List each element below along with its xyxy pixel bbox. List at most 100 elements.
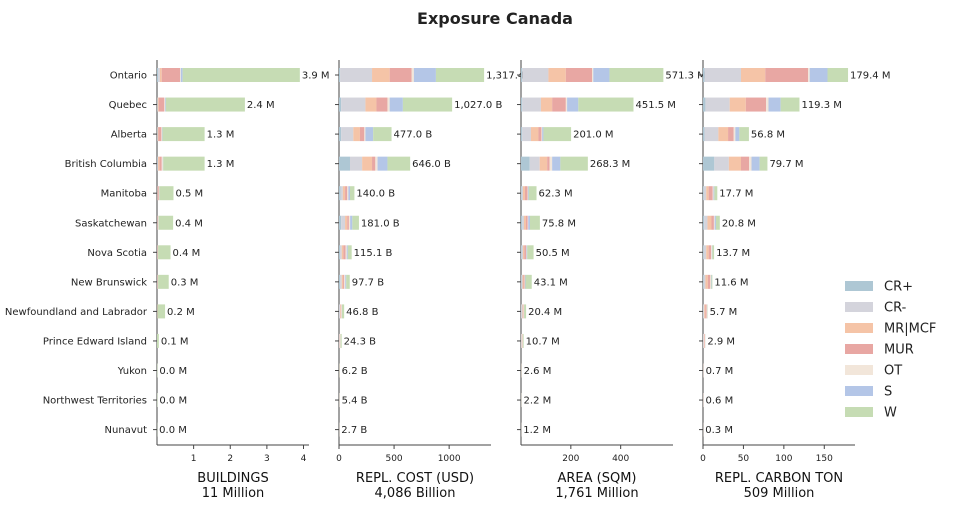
bar-segment-ot bbox=[749, 156, 752, 171]
bar-segment-mr-mcf bbox=[372, 68, 390, 82]
bar-segment-cr bbox=[521, 333, 522, 348]
bar-segment-cr bbox=[339, 333, 340, 348]
bar-segment-s bbox=[768, 97, 781, 112]
panel-repl-carbon: 0 50 100 150 179.4 M 119.3 M 56.8 M 79.7 M 17.7 … bbox=[699, 60, 890, 501]
bar-total-label: 5.7 M bbox=[710, 307, 738, 318]
bar-segment-mur bbox=[705, 304, 707, 319]
x-axis-label: BUILDINGS bbox=[197, 471, 268, 486]
x-axis-label: REPL. CARBON TON bbox=[715, 471, 843, 486]
bar-segment-s bbox=[346, 245, 348, 260]
bar-segment-mr-mcf bbox=[157, 127, 159, 142]
category-label: Nova Scotia bbox=[87, 248, 147, 259]
bar-segment-s bbox=[348, 186, 351, 201]
bar-segment-w bbox=[157, 333, 159, 348]
bar-total-label: 24.3 B bbox=[344, 336, 376, 347]
bar-segment-mr-mcf bbox=[341, 245, 344, 260]
bar-total-label: 17.7 M bbox=[719, 189, 753, 200]
legend-label: W bbox=[884, 406, 897, 421]
bar-segment-w bbox=[543, 127, 572, 142]
bar-total-label: 0.6 M bbox=[705, 396, 733, 407]
bar-segment-w bbox=[528, 186, 537, 201]
bar-segment-cr bbox=[341, 97, 366, 112]
bar-segment-crplus bbox=[521, 156, 530, 171]
bar-segment-ot bbox=[549, 156, 553, 171]
bar-total-label: 0.0 M bbox=[159, 366, 187, 377]
bar-total-label: 2.2 M bbox=[524, 396, 552, 407]
bar-segment-w bbox=[352, 215, 359, 230]
bar-segment-s bbox=[528, 215, 530, 230]
bar-segment-w bbox=[714, 186, 718, 201]
bar-segment-s bbox=[809, 68, 828, 82]
bar-segment-crplus bbox=[521, 97, 523, 112]
bar-segment-crplus bbox=[339, 68, 341, 82]
bar-segment-w bbox=[712, 245, 715, 260]
bar-segment-mur bbox=[565, 68, 593, 82]
bar-segment-mr-mcf bbox=[728, 156, 741, 171]
bar-total-label: 1,317.4 B bbox=[486, 71, 534, 82]
x-tick-label: 4 bbox=[301, 454, 307, 464]
bar-segment-cr bbox=[158, 68, 160, 82]
bar-total-label: 646.0 B bbox=[412, 159, 451, 170]
legend-swatch bbox=[845, 281, 873, 291]
legend-swatch bbox=[845, 386, 873, 396]
bar-segment-cr bbox=[341, 127, 354, 142]
bar-segment-cr bbox=[714, 156, 729, 171]
bar-segment-mr-mcf bbox=[522, 186, 525, 201]
bar-segment-ot bbox=[387, 97, 390, 112]
bar-segment-mur bbox=[728, 127, 734, 142]
x-tick-label: 200 bbox=[562, 454, 579, 464]
legend-swatch bbox=[845, 302, 873, 312]
bar-segment-mr-mcf bbox=[159, 68, 162, 82]
bar-segment-w bbox=[525, 274, 532, 289]
bar-segment-cr bbox=[340, 245, 342, 260]
x-tick-label: 1 bbox=[191, 454, 197, 464]
bar-segment-w bbox=[524, 304, 527, 319]
bar-segment-cr bbox=[529, 156, 540, 171]
bar-segment-ot bbox=[341, 304, 342, 319]
bar-segment-mur bbox=[157, 186, 159, 201]
x-axis-total: 11 Million bbox=[202, 486, 265, 501]
bar-segment-cr bbox=[703, 245, 707, 260]
bar-total-label: 11.6 M bbox=[714, 277, 748, 288]
category-label: Prince Edward Island bbox=[43, 336, 147, 347]
bar-total-label: 10.7 M bbox=[526, 336, 560, 347]
x-axis-total: 1,761 Million bbox=[555, 486, 638, 501]
x-tick-label: 0 bbox=[336, 454, 342, 464]
bar-total-label: 0.3 M bbox=[171, 277, 199, 288]
bar-segment-mur bbox=[708, 245, 712, 260]
bar-segment-w bbox=[340, 333, 342, 348]
bar-segment-mur bbox=[711, 215, 714, 230]
bar-segment-mur bbox=[345, 186, 348, 201]
bar-segment-mur bbox=[159, 156, 162, 171]
bar-segment-cr bbox=[340, 274, 342, 289]
bar-segment-mur bbox=[359, 127, 365, 142]
bar-segment-w bbox=[158, 274, 169, 289]
bar-segment-mur bbox=[340, 304, 342, 319]
bar-total-label: 62.3 M bbox=[539, 189, 573, 200]
bar-segment-mur bbox=[376, 97, 388, 112]
bar-segment-w bbox=[158, 215, 174, 230]
bar-segment-w bbox=[387, 156, 411, 171]
bar-total-label: 115.1 B bbox=[354, 248, 393, 259]
bar-segment-ot bbox=[411, 68, 414, 82]
legend-label: MUR bbox=[884, 343, 914, 358]
bar-segment-cr bbox=[703, 274, 706, 289]
bar-segment-crplus bbox=[157, 68, 159, 82]
bar-segment-ot bbox=[364, 127, 366, 142]
bar-total-label: 451.5 M bbox=[636, 100, 676, 111]
bar-segment-cr bbox=[704, 215, 708, 230]
bar-segment-cr bbox=[350, 156, 363, 171]
legend-swatch bbox=[845, 344, 873, 354]
bar-segment-mur bbox=[347, 215, 349, 230]
bar-total-label: 56.8 M bbox=[751, 130, 785, 141]
legend-label: OT bbox=[884, 364, 902, 379]
bar-total-label: 140.0 B bbox=[356, 189, 395, 200]
bar-total-label: 5.4 B bbox=[342, 396, 368, 407]
bar-segment-mr-mcf bbox=[729, 97, 746, 112]
bar-segment-cr bbox=[705, 97, 730, 112]
bar-segment-w bbox=[402, 97, 453, 112]
x-tick-label: 1000 bbox=[438, 454, 461, 464]
bar-segment-mr-mcf bbox=[705, 274, 708, 289]
bar-total-label: 268.3 M bbox=[590, 159, 630, 170]
bar-segment-s bbox=[180, 68, 183, 82]
